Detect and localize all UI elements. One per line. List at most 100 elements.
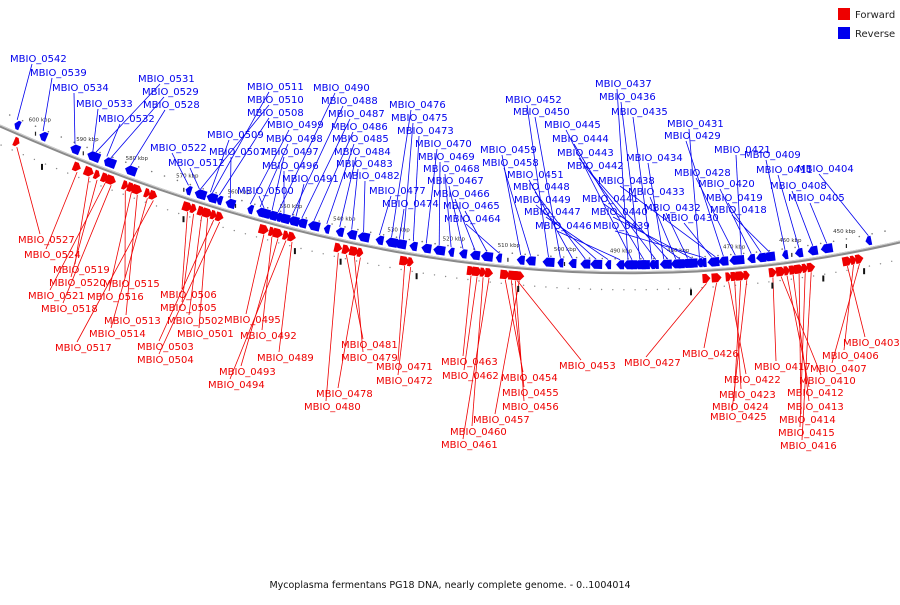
ruler-dot	[311, 251, 312, 252]
reverse-gene-label: MBIO_0434	[626, 153, 683, 164]
ruler-dot	[300, 248, 301, 249]
legend-forward-label: Forward	[855, 10, 895, 21]
forward-gene-leader	[354, 256, 363, 352]
ruler-dot	[222, 227, 223, 228]
reverse-gene-label: MBIO_0509	[207, 130, 264, 141]
ruler-dot	[421, 241, 423, 243]
ruler-dot	[138, 166, 140, 168]
forward-gene-label: MBIO_0521	[28, 291, 85, 302]
reverse-gene-arrow	[794, 248, 803, 258]
ruler-dot	[0, 144, 1, 145]
forward-gene-arrow	[702, 274, 711, 283]
ruler-dot	[501, 283, 502, 284]
forward-gene-label: MBIO_0524	[24, 250, 81, 261]
ruler-dot	[730, 254, 732, 256]
ruler-dot	[78, 177, 79, 178]
feature-mark	[690, 289, 692, 295]
reverse-gene-leader	[557, 231, 620, 260]
reverse-gene-arrow	[781, 250, 788, 260]
feature-mark	[822, 276, 824, 282]
forward-gene-label: MBIO_0480	[304, 402, 361, 413]
scale-label: 590 kbp	[76, 137, 99, 143]
forward-gene-leader	[111, 198, 147, 328]
ruler-dot	[123, 194, 124, 195]
ruler-dot	[228, 196, 230, 198]
feature-mark	[340, 259, 342, 265]
forward-gene-label: MBIO_0457	[473, 415, 530, 426]
ruler-dot	[537, 255, 539, 257]
ruler-dot	[704, 256, 706, 258]
reverse-gene-label: MBIO_0475	[391, 113, 448, 124]
forward-gene-leader	[781, 276, 821, 375]
ruler-dot	[640, 258, 642, 260]
ruler-dot	[306, 217, 308, 219]
ruler-dot	[646, 289, 647, 290]
reverse-gene-label: MBIO_0508	[247, 108, 304, 119]
reverse-gene-label: MBIO_0485	[332, 134, 389, 145]
ruler-dot	[344, 226, 346, 228]
reverse-gene-label: MBIO_0476	[389, 100, 446, 111]
ruler-dot	[820, 243, 822, 245]
forward-gene-label: MBIO_0416	[780, 441, 837, 452]
reverse-gene-leader	[74, 93, 75, 144]
forward-gene-label: MBIO_0463	[441, 357, 498, 368]
legend-reverse-swatch	[838, 27, 850, 39]
reverse-gene-arrow	[224, 198, 236, 209]
reverse-gene-label: MBIO_0473	[397, 126, 454, 137]
reverse-gene-arrow	[246, 204, 254, 214]
ruler-dot	[460, 247, 462, 249]
forward-gene-leader	[517, 281, 581, 360]
reverse-gene-label: MBIO_0433	[628, 187, 685, 198]
forward-gene-label: MBIO_0456	[502, 402, 559, 413]
ruler-dot	[331, 223, 333, 225]
ruler-dot	[48, 131, 50, 133]
reverse-gene-label: MBIO_0470	[415, 139, 472, 150]
legend-forward-swatch	[838, 8, 850, 20]
reverse-gene-label: MBIO_0486	[331, 122, 388, 133]
scale-label: 480 kbp	[667, 248, 690, 254]
reverse-gene-arrow	[458, 249, 467, 259]
reverse-gene-label: MBIO_0483	[336, 159, 393, 170]
forward-gene-label: MBIO_0478	[316, 389, 373, 400]
reverse-gene-label: MBIO_0440	[591, 207, 648, 218]
ruler-dot	[824, 274, 825, 275]
reverse-gene-arrow	[580, 259, 590, 268]
forward-gene-arrow	[407, 257, 414, 267]
ruler-dot	[880, 263, 881, 264]
forward-gene-label: MBIO_0494	[208, 380, 265, 391]
reverse-gene-arrow	[357, 231, 371, 242]
reverse-gene-label: MBIO_0435	[611, 107, 668, 118]
forward-gene-leader	[704, 283, 717, 348]
reverse-gene-label: MBIO_0512	[168, 158, 225, 169]
reverse-gene-arrow	[69, 143, 82, 155]
ruler-dot	[267, 239, 268, 240]
ruler-dot	[241, 200, 243, 202]
reverse-gene-arrow	[375, 235, 385, 245]
reverse-gene-arrow	[184, 185, 192, 195]
ruler-dot	[256, 236, 257, 237]
forward-gene-label: MBIO_0407	[810, 364, 867, 375]
forward-gene-arrow	[485, 268, 494, 278]
ruler-dot	[524, 254, 526, 256]
ruler-dot	[634, 289, 635, 290]
reverse-gene-label: MBIO_0488	[321, 96, 378, 107]
forward-gene-leader	[17, 147, 40, 234]
reverse-gene-label: MBIO_0409	[744, 150, 801, 161]
ruler-dot	[512, 252, 514, 254]
forward-gene-label: MBIO_0471	[376, 362, 433, 373]
ruler-dot	[768, 281, 769, 282]
reverse-gene-arrow	[807, 246, 818, 256]
ruler-dot	[891, 261, 892, 262]
reverse-gene-arrow	[542, 257, 555, 267]
reverse-gene-label: MBIO_0531	[138, 74, 195, 85]
ruler-dot	[490, 281, 491, 282]
reverse-gene-label: MBIO_0482	[343, 171, 400, 182]
ruler-dot	[579, 288, 580, 289]
reverse-gene-arrow	[307, 220, 321, 232]
figure-caption: Mycoplasma fermentans PG18 DNA, nearly c…	[269, 580, 630, 591]
forward-gene-label: MBIO_0453	[559, 361, 616, 372]
reverse-gene-arrow	[660, 260, 668, 269]
reverse-gene-arrow	[718, 256, 729, 266]
reverse-gene-label: MBIO_0451	[507, 170, 564, 181]
